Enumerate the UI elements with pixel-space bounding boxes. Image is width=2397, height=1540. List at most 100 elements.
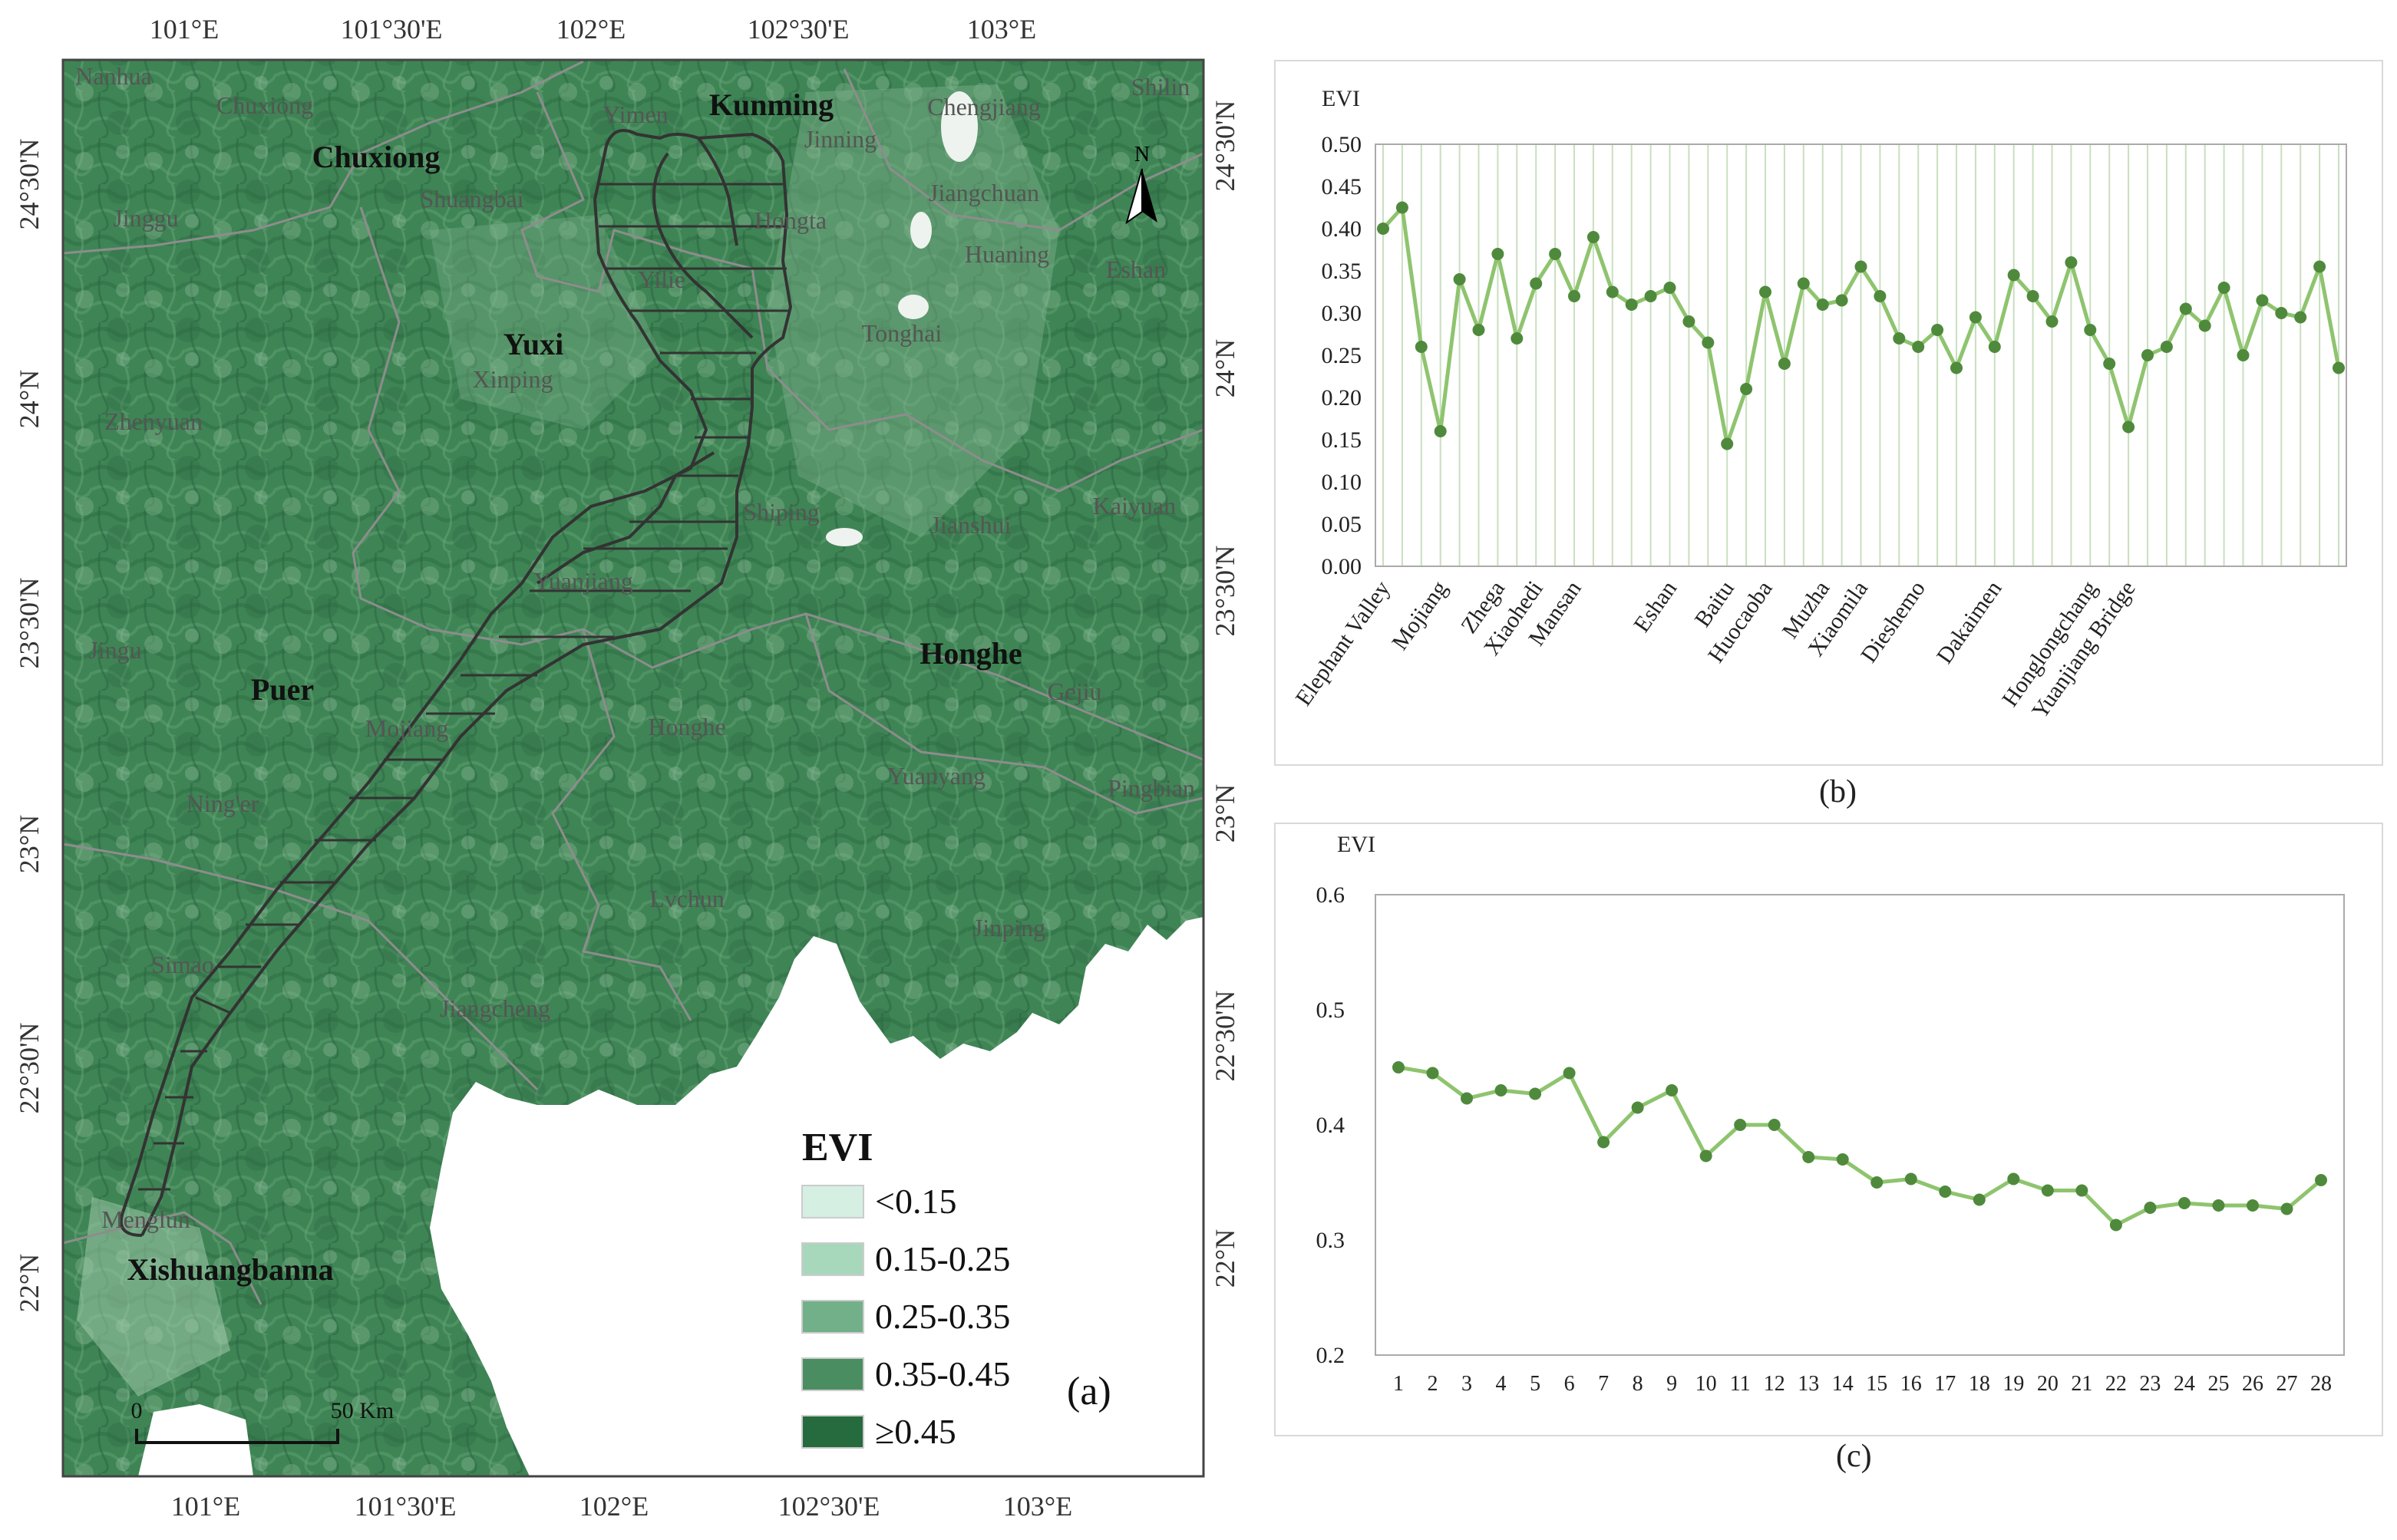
place-label: Kaiyuan bbox=[1093, 492, 1176, 519]
data-point bbox=[1870, 1176, 1884, 1189]
x-tick-label: 4 bbox=[1496, 1372, 1507, 1396]
data-point bbox=[2198, 319, 2211, 332]
data-point bbox=[1682, 315, 1695, 328]
lon-label-bottom: 101°E bbox=[171, 1491, 240, 1522]
region-label: Yuxi bbox=[504, 327, 564, 361]
x-tick-label: 10 bbox=[1695, 1372, 1717, 1396]
y-tick-label: 0.00 bbox=[1322, 554, 1362, 579]
lat-label-right: 24°N bbox=[1210, 339, 1240, 397]
x-tick-label: 9 bbox=[1666, 1372, 1677, 1396]
data-point bbox=[2294, 311, 2307, 324]
lon-label-top: 101°E bbox=[150, 14, 219, 45]
data-point bbox=[2280, 1202, 2293, 1215]
panel-label-a: (a) bbox=[1067, 1370, 1111, 1413]
data-point bbox=[1511, 332, 1524, 345]
data-point bbox=[1835, 294, 1848, 307]
place-label: Jinning bbox=[804, 125, 877, 153]
data-point bbox=[2333, 361, 2345, 374]
data-point bbox=[1973, 1193, 1986, 1206]
y-tick-label: 0.30 bbox=[1322, 301, 1362, 326]
data-point bbox=[1434, 425, 1447, 437]
legend-swatch bbox=[801, 1242, 864, 1276]
place-label: Honghe bbox=[648, 713, 725, 740]
scale-start: 0 bbox=[131, 1398, 143, 1423]
region-label: Xishuangbanna bbox=[127, 1252, 333, 1287]
scale-end: 50 Km bbox=[331, 1398, 395, 1423]
lat-label-left: 22°30'N bbox=[14, 1023, 45, 1114]
place-label: Pingbian bbox=[1108, 774, 1195, 802]
data-point bbox=[1931, 324, 1944, 336]
data-point bbox=[2141, 349, 2154, 361]
data-point bbox=[1472, 324, 1485, 336]
north-arrow-icon bbox=[1125, 168, 1157, 225]
data-point bbox=[2026, 290, 2039, 302]
region-label: Kunming bbox=[709, 87, 834, 122]
x-tick-label: 20 bbox=[2037, 1372, 2059, 1396]
map-panel: N 0 50 Km EVI <0.15 0.15-0.25 0.25-0.35 0.3… bbox=[14, 14, 1240, 1522]
x-tick-label: 25 bbox=[2207, 1372, 2229, 1396]
place-label: Ning'er bbox=[187, 790, 259, 817]
x-tick-label: 23 bbox=[2139, 1372, 2161, 1396]
data-point bbox=[2144, 1202, 2157, 1214]
data-point bbox=[1904, 1172, 1917, 1186]
x-tick-label: 6 bbox=[1564, 1372, 1575, 1396]
data-point bbox=[1663, 282, 1676, 294]
place-label: Lvchun bbox=[649, 885, 725, 912]
lon-label-bottom: 102°E bbox=[579, 1491, 649, 1522]
legend-label: ≥0.45 bbox=[875, 1412, 956, 1451]
chart-panel-c: 0.2 0.3 0.4 0.5 0.6 EVI 1 2 3 4 5 6 7 8 9 10 11 12 13 14 15 1… bbox=[1274, 823, 2383, 1436]
series-line bbox=[1398, 1065, 2323, 1228]
x-tick-label: 22 bbox=[2105, 1372, 2127, 1396]
panel-label-b: (b) bbox=[1819, 774, 1857, 810]
data-point bbox=[1721, 437, 1734, 450]
data-point bbox=[1395, 201, 1408, 214]
evi-map: N 0 50 Km EVI <0.15 0.15-0.25 0.25-0.35 0.3… bbox=[14, 14, 1240, 1522]
scale-bar bbox=[135, 1429, 339, 1444]
y-tick-label: 0.10 bbox=[1322, 470, 1362, 495]
data-point bbox=[1939, 1186, 1952, 1198]
region-label: Puer bbox=[251, 672, 314, 707]
y-tick-label: 0.3 bbox=[1316, 1228, 1345, 1253]
data-point bbox=[1912, 341, 1925, 353]
data-point bbox=[1491, 248, 1504, 260]
lat-label-right: 24°30'N bbox=[1210, 101, 1240, 192]
x-tick-label: 7 bbox=[1598, 1372, 1609, 1396]
place-labels: Kunming Chuxiong Yuxi Honghe Puer Xishuangban… bbox=[75, 62, 1195, 1287]
place-label: Jiangchuan bbox=[929, 179, 1039, 206]
data-point bbox=[1426, 1067, 1439, 1080]
data-point bbox=[1529, 1087, 1542, 1100]
region-label: Chuxiong bbox=[312, 140, 441, 174]
transect-segment bbox=[195, 996, 231, 1014]
place-label: Yilie bbox=[638, 265, 685, 293]
x-tick-label: 24 bbox=[2174, 1372, 2195, 1396]
data-point bbox=[2313, 260, 2326, 273]
x-tick-label: 18 bbox=[1969, 1372, 1990, 1396]
data-point bbox=[1415, 341, 1428, 353]
data-point bbox=[2007, 1172, 2020, 1186]
data-point bbox=[1802, 1151, 1815, 1163]
data-point bbox=[1778, 358, 1791, 370]
place-label: Yimen bbox=[603, 101, 668, 128]
legend: <0.15 0.15-0.25 0.25-0.35 0.35-0.45 ≥0.45 bbox=[801, 1182, 1010, 1451]
data-point bbox=[2315, 1174, 2327, 1186]
x-tick-label: Eshan bbox=[1629, 576, 1682, 637]
data-point bbox=[2217, 282, 2230, 294]
y-tick-label: 0.4 bbox=[1316, 1113, 1345, 1138]
lon-label-top: 102°30'E bbox=[748, 14, 850, 45]
x-tick-label: 17 bbox=[1934, 1372, 1956, 1396]
north-label: N bbox=[1134, 143, 1150, 167]
legend-swatch bbox=[801, 1300, 864, 1334]
place-label: Jinggu bbox=[113, 204, 178, 232]
legend-swatch bbox=[801, 1415, 864, 1449]
place-label: Jiangcheng bbox=[440, 994, 550, 1022]
plot-frame bbox=[1375, 894, 2345, 1356]
y-axis-label: EVI bbox=[1322, 86, 1360, 111]
data-point bbox=[2179, 302, 2192, 315]
place-label: Simao bbox=[151, 951, 214, 978]
data-point bbox=[1874, 290, 1887, 302]
place-label: Shuangbai bbox=[420, 185, 523, 213]
evi-line-chart-b: 0.00 0.05 0.10 0.15 0.20 0.25 0.30 0.35 0.40 0.45… bbox=[1291, 86, 2347, 724]
data-point bbox=[1740, 383, 1753, 395]
data-point bbox=[1816, 298, 1829, 311]
data-point bbox=[1759, 285, 1771, 298]
